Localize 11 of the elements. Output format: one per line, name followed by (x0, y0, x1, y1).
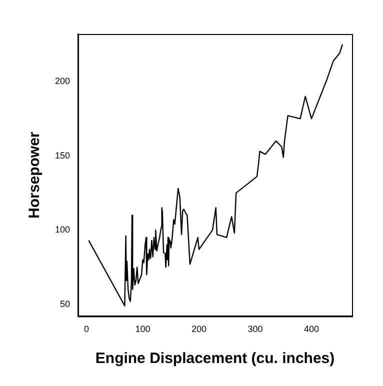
y-axis-title: Horsepower (26, 132, 44, 218)
x-tick-label: 400 (304, 324, 320, 334)
y-tick-label: 100 (54, 224, 70, 235)
x-axis-title: Engine Displacement (cu. inches) (95, 350, 335, 368)
y-tick-label: 200 (54, 76, 70, 86)
y-tick-label: 50 (60, 298, 70, 309)
x-tick-label: 300 (248, 324, 263, 334)
x-tick-label: 100 (135, 324, 150, 334)
y-tick-label: 150 (54, 150, 70, 160)
x-tick-label: 0 (84, 324, 89, 334)
x-tick-label: 200 (191, 324, 206, 334)
